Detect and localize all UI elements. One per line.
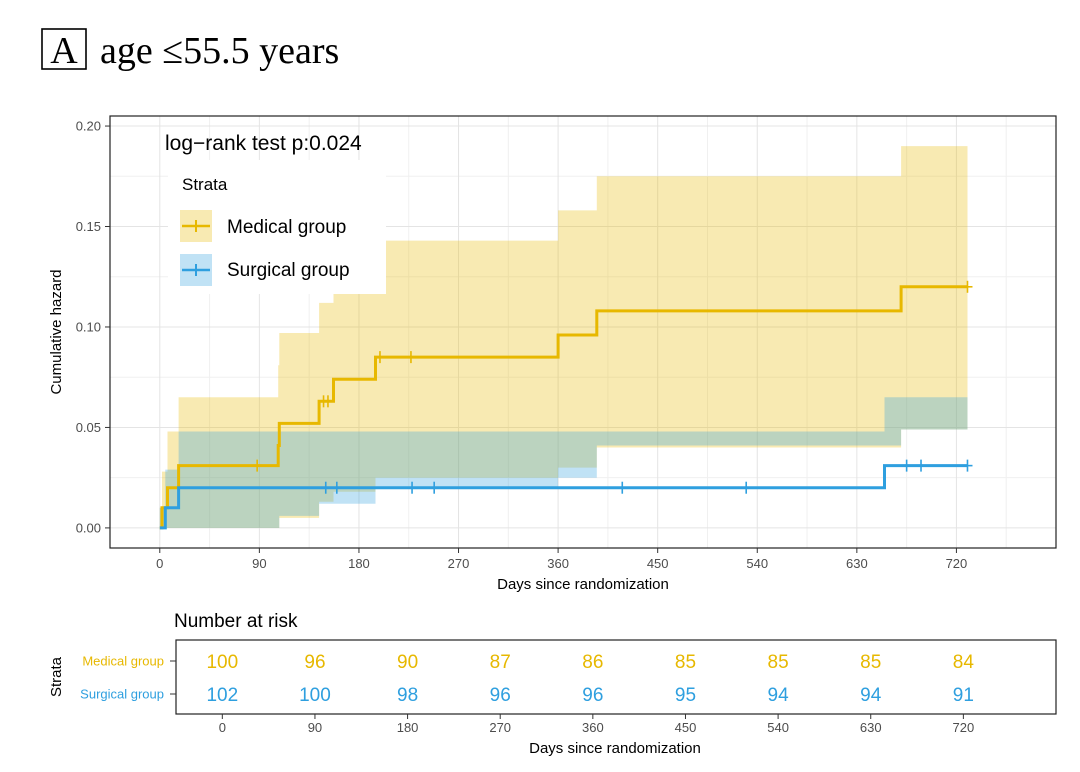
curve-medical — [159, 285, 968, 530]
ci-band-medical — [159, 146, 968, 528]
risk-x-tick-label: 630 — [860, 720, 882, 735]
censor-mark-medical — [962, 280, 973, 293]
risk-x-tick-label: 720 — [953, 720, 975, 735]
censor-mark-surgical — [617, 481, 628, 494]
x-tick-label: 90 — [252, 556, 266, 571]
x-tick-label: 540 — [746, 556, 768, 571]
legend-label-surgical: Surgical group — [227, 260, 350, 281]
risk-value: 94 — [768, 685, 790, 706]
risk-x-tick-label: 180 — [397, 720, 419, 735]
censor-mark-surgical — [916, 459, 927, 472]
x-tick-label: 360 — [547, 556, 569, 571]
risk-value: 85 — [675, 652, 696, 673]
risk-x-tick-label: 450 — [675, 720, 697, 735]
y-axis-label: Cumulative hazard — [48, 269, 65, 394]
censor-marks — [252, 280, 973, 494]
confidence-bands — [159, 146, 968, 528]
panel-title: age ≤55.5 years — [100, 30, 339, 72]
risk-value: 96 — [582, 685, 603, 706]
risk-table-strata-label: Strata — [48, 656, 65, 697]
curve-surgical — [159, 464, 968, 530]
y-tick-label: 0.00 — [76, 520, 101, 535]
risk-table-x-axis-label: Days since randomization — [529, 740, 701, 757]
legend-entry-medical: Medical group — [180, 210, 346, 242]
x-axis-label: Days since randomization — [497, 576, 669, 593]
panel-letter-box — [41, 28, 87, 70]
hazard-curves — [159, 285, 968, 530]
risk-value: 102 — [206, 685, 238, 706]
risk-table-x-ticks: 0 90 180 270 360 450 540 630 720 — [219, 714, 975, 735]
risk-value: 85 — [860, 652, 881, 673]
ci-band-surgical — [159, 397, 968, 528]
risk-x-tick-label: 90 — [308, 720, 322, 735]
risk-value: 91 — [953, 685, 974, 706]
x-tick-label: 180 — [348, 556, 370, 571]
risk-x-tick-label: 270 — [489, 720, 511, 735]
y-tick-label: 0.15 — [76, 219, 101, 234]
logrank-annotation: log−rank test p:0.024 — [165, 132, 362, 155]
risk-value: 85 — [768, 652, 789, 673]
risk-value: 87 — [490, 652, 511, 673]
risk-table-values: 100 96 90 87 86 85 85 85 84 102 100 98 96 96 95 94 94 91 — [206, 652, 974, 706]
risk-value: 94 — [860, 685, 882, 706]
risk-value: 84 — [953, 652, 975, 673]
main-plot: 0 90 180 270 360 450 540 630 720 0.00 0.05 0.10 0.1… — [48, 115, 1057, 593]
censor-mark-surgical — [962, 459, 973, 472]
risk-value: 95 — [675, 685, 696, 706]
risk-value: 100 — [206, 652, 238, 673]
legend-label-medical: Medical group — [227, 217, 346, 238]
row-label-surgical: Surgical group — [80, 687, 164, 702]
risk-value: 96 — [304, 652, 325, 673]
x-tick-label: 270 — [448, 556, 470, 571]
risk-table-title: Number at risk — [174, 611, 298, 632]
x-tick-label: 450 — [647, 556, 669, 571]
plot-border — [109, 115, 1057, 549]
y-tick-label: 0.20 — [76, 119, 101, 134]
x-axis-ticks: 0 90 180 270 360 450 540 630 720 — [156, 548, 967, 571]
censor-mark-medical — [252, 459, 263, 472]
y-tick-label: 0.05 — [76, 420, 101, 435]
risk-value: 96 — [490, 685, 511, 706]
risk-value: 98 — [397, 685, 418, 706]
risk-table-row-labels: Medical group Surgical group — [80, 654, 176, 702]
censor-mark-medical — [405, 351, 416, 364]
risk-value: 86 — [582, 652, 603, 673]
risk-x-tick-label: 360 — [582, 720, 604, 735]
y-tick-label: 0.10 — [76, 319, 101, 334]
legend-title: Strata — [182, 175, 228, 194]
legend: Strata Medical group Surgical group — [168, 160, 386, 294]
panel-letter: A — [50, 30, 78, 72]
censor-mark-surgical — [320, 481, 331, 494]
risk-x-tick-label: 0 — [219, 720, 226, 735]
censor-mark-surgical — [901, 459, 912, 472]
censor-mark-surgical — [407, 481, 418, 494]
risk-x-tick-label: 540 — [767, 720, 789, 735]
x-tick-label: 0 — [156, 556, 163, 571]
censor-mark-medical — [374, 351, 385, 364]
censor-mark-medical — [322, 395, 333, 408]
x-tick-label: 720 — [946, 556, 968, 571]
x-tick-label: 630 — [846, 556, 868, 571]
legend-entry-surgical: Surgical group — [180, 254, 350, 286]
censor-mark-surgical — [429, 481, 440, 494]
risk-table: Number at risk Strata Medical group Surgi… — [48, 611, 1057, 757]
risk-value: 100 — [299, 685, 331, 706]
censor-mark-surgical — [331, 481, 342, 494]
risk-table-border — [175, 639, 1057, 715]
y-axis-ticks: 0.00 0.05 0.10 0.15 0.20 — [76, 119, 110, 535]
risk-value: 90 — [397, 652, 418, 673]
row-label-medical: Medical group — [82, 654, 164, 669]
censor-mark-surgical — [741, 481, 752, 494]
